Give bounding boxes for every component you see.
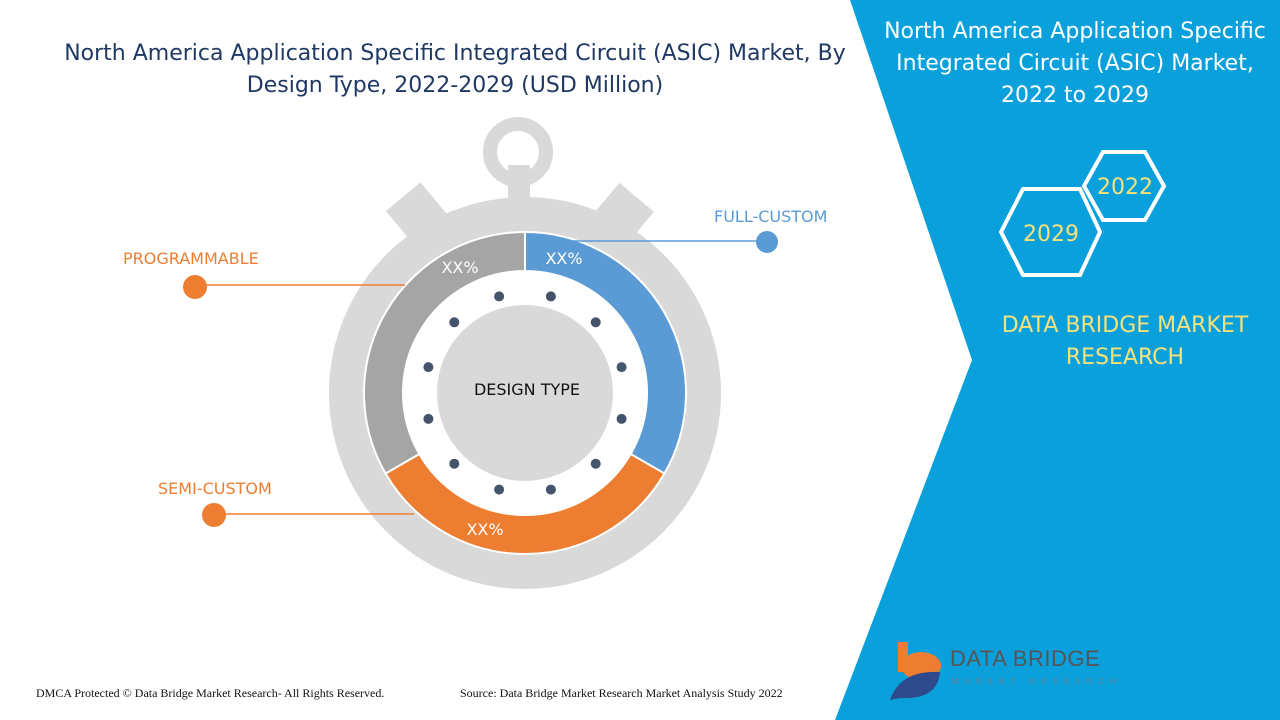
logo-subtext: MARKET RESEARCH (952, 677, 1122, 686)
category-label-semi-custom: SEMI-CUSTOM (158, 479, 272, 498)
dial-dot (423, 362, 434, 373)
dial-dot (449, 317, 460, 328)
logo-text: DATA BRIDGE (950, 646, 1101, 671)
dial-dot (494, 484, 505, 495)
value-label-semi-custom: XX% (466, 520, 503, 539)
hexagon-2029 (998, 187, 1103, 277)
right-panel-background (835, 0, 1280, 720)
logo-mark (890, 642, 942, 700)
center-label: DESIGN TYPE (474, 380, 580, 399)
copyright-text: DMCA Protected © Data Bridge Market Rese… (36, 686, 385, 700)
marker-semi-custom (202, 503, 226, 527)
dial-dot (545, 484, 556, 495)
dial-dot (449, 458, 460, 469)
dial-dot (494, 291, 505, 302)
hexagon-2022 (1081, 150, 1167, 222)
marker-programmable (183, 275, 207, 299)
value-label-programmable: XX% (441, 258, 478, 277)
dial-dot (590, 317, 601, 328)
dial-dots (423, 291, 627, 495)
dial-dot (590, 458, 601, 469)
category-label-full-custom: FULL-CUSTOM (714, 207, 827, 226)
value-label-full-custom: XX% (545, 249, 582, 268)
dial-dot (423, 413, 434, 424)
year-2029: 2029 (1023, 222, 1079, 247)
center-circle (437, 305, 613, 481)
dial-dot (616, 362, 627, 373)
panel-title: North America Application Specific Integ… (884, 19, 1266, 108)
dial-dot (545, 291, 556, 302)
year-2022: 2022 (1097, 175, 1153, 200)
marker-full-custom (756, 231, 778, 253)
brand-name: DATA BRIDGE MARKET RESEARCH (1001, 313, 1249, 370)
category-label-programmable: PROGRAMMABLE (123, 249, 259, 268)
source-text: Source: Data Bridge Market Research Mark… (460, 686, 783, 700)
dial-dot (616, 413, 627, 424)
chart-title: North America Application Specific Integ… (64, 41, 846, 98)
